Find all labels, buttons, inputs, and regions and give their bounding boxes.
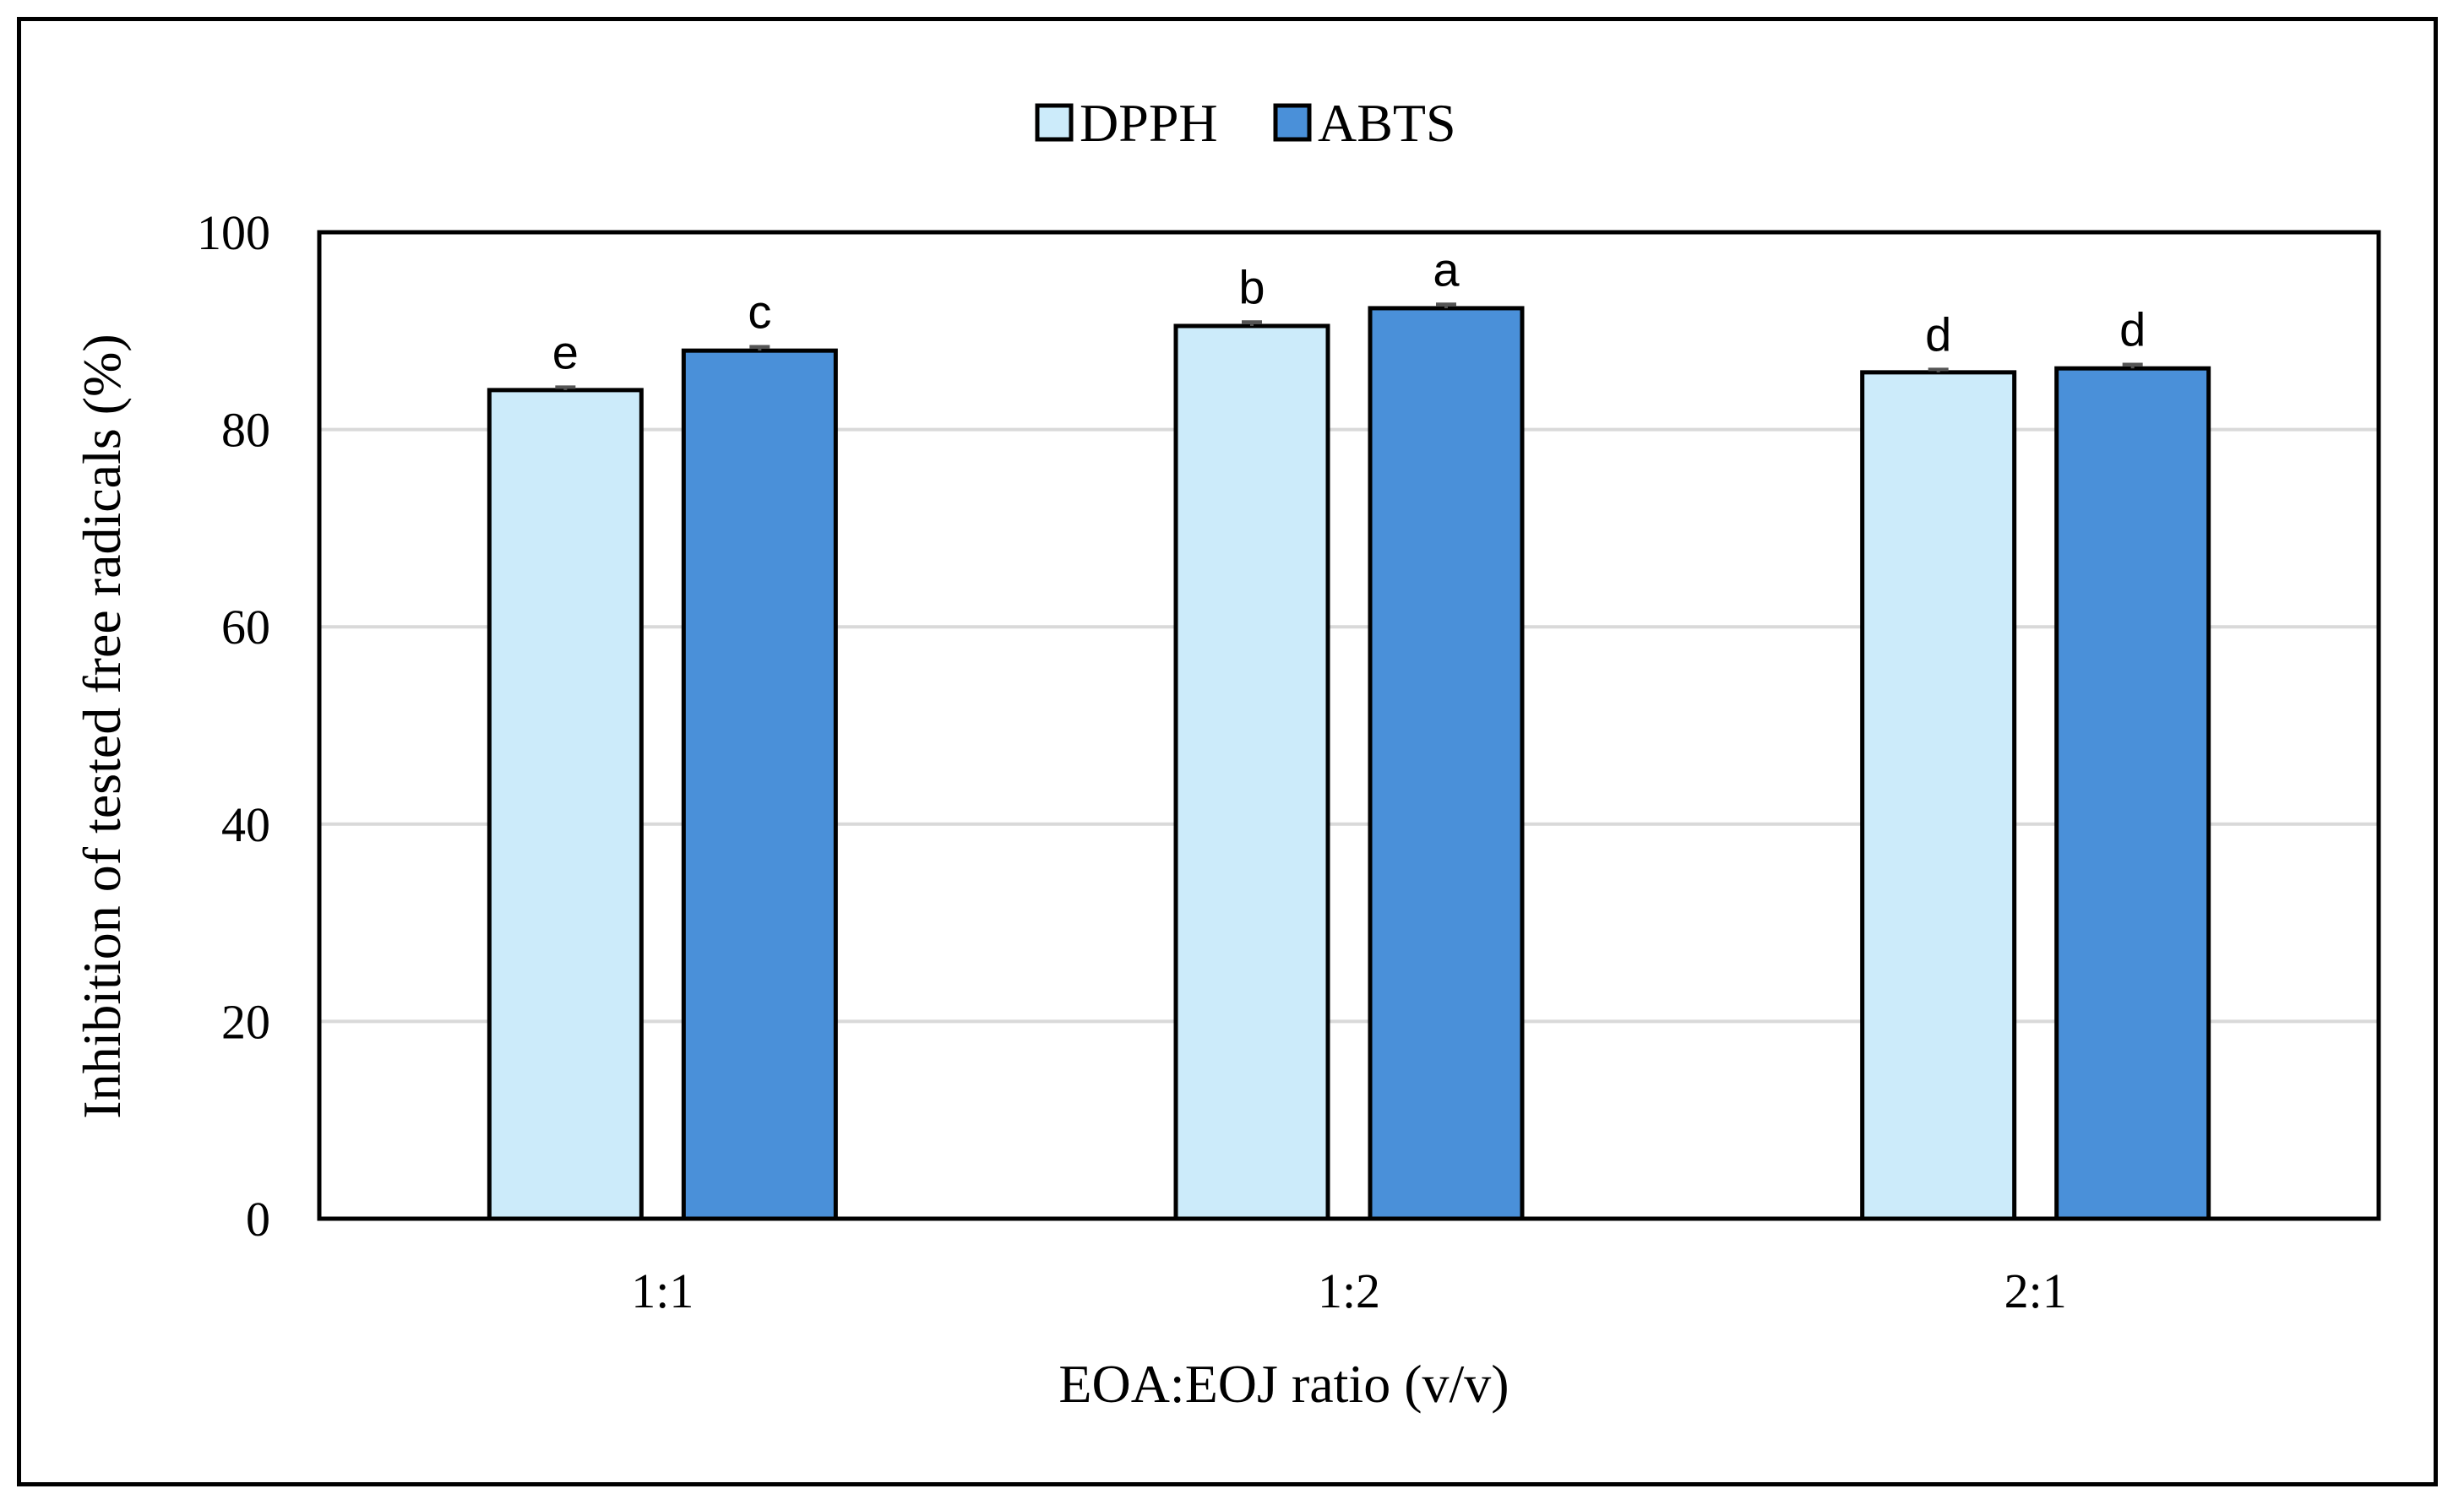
- y-tick-label: 20: [221, 994, 270, 1049]
- legend-label-dpph: DPPH: [1080, 93, 1218, 153]
- legend-swatch-dpph: [1035, 103, 1074, 142]
- y-axis-label: Inhibition of tested free radicals (%): [72, 334, 132, 1118]
- plot-area-border: [317, 230, 2381, 1221]
- bar-abts: [1368, 306, 1525, 1221]
- x-tick-label: 2:1: [2004, 1263, 2067, 1318]
- legend-swatch-abts: [1273, 103, 1312, 142]
- legend-label-abts: ABTS: [1318, 93, 1456, 153]
- significance-letter: b: [1238, 260, 1265, 313]
- y-axis-ticks: 0 20 40 60 80 100: [197, 205, 270, 1247]
- bar-dpph: [1860, 370, 2017, 1221]
- significance-letter: d: [2119, 303, 2146, 356]
- x-tick-label: 1:2: [1318, 1263, 1380, 1318]
- y-tick-label: 80: [221, 403, 270, 458]
- significance-letter: a: [1433, 242, 1460, 296]
- bar-dpph: [1173, 323, 1330, 1221]
- y-tick-label: 60: [221, 600, 270, 655]
- gridlines: [319, 427, 2379, 1024]
- bar-abts: [681, 348, 838, 1221]
- x-axis-ticks: 1:1 1:2 2:1: [631, 1263, 2066, 1318]
- x-tick-label: 1:1: [631, 1263, 694, 1318]
- y-tick-label: 100: [197, 205, 270, 260]
- y-tick-label: 40: [221, 797, 270, 852]
- y-tick-label: 0: [246, 1192, 270, 1247]
- significance-letter: e: [552, 325, 579, 378]
- legend: DPPH ABTS: [1035, 93, 1456, 153]
- x-axis-label: EOA:EOJ ratio (v/v): [1058, 1354, 1509, 1414]
- significance-letter: d: [1925, 307, 1951, 361]
- figure-frame: [17, 17, 2438, 1486]
- bars: e c b a d d: [487, 242, 2211, 1221]
- bar-dpph: [487, 388, 644, 1221]
- bar-abts: [2054, 366, 2211, 1221]
- significance-letter: c: [748, 285, 771, 338]
